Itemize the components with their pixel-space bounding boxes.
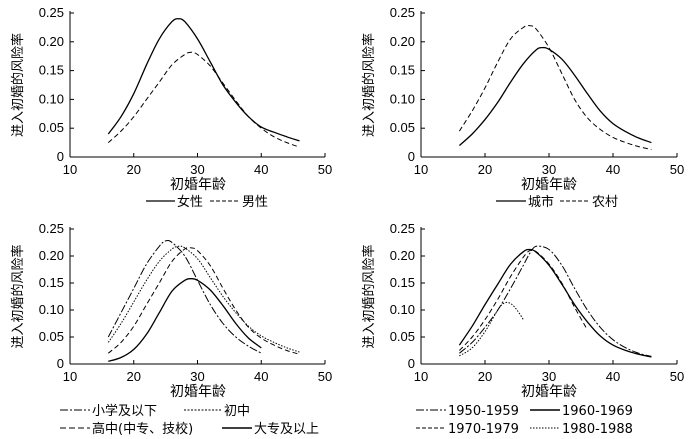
x-tick-label: 50 — [318, 162, 332, 177]
series-line-4 — [108, 278, 262, 362]
legend-label-1980: 1980-1988 — [562, 422, 633, 437]
legend-label-1960: 1960-1969 — [562, 404, 633, 419]
y-tick-label: 0.10 — [390, 91, 415, 106]
legend-panel-3: 小学及以下 初中 高中(中专、技校) 大专及以上 — [60, 403, 319, 437]
y-tick-label: 0.05 — [390, 329, 415, 344]
chart-panel-4: 0 0.05 0.10 0.15 0.20 0.25 10 20 30 40 50 初婚年龄 进入初婚的… — [361, 221, 684, 400]
y-tick-label: 0.10 — [39, 91, 64, 106]
x-tick-label: 50 — [318, 369, 332, 384]
y-axis-label: 进入初婚的风险率 — [361, 33, 377, 137]
chart-panel-1: 0 0.05 0.10 0.15 0.20 0.25 10 20 30 40 50 初婚年龄 进入初婚的… — [10, 5, 332, 193]
y-tick-label: 0.20 — [39, 248, 64, 263]
y-tick-label: 0.05 — [390, 120, 415, 135]
legend-label-primary: 小学及以下 — [92, 403, 157, 419]
x-tick-label: 30 — [542, 162, 556, 177]
x-axis-label: 初婚年龄 — [170, 176, 226, 193]
y-tick-label: 0.25 — [39, 5, 64, 20]
y-tick-label: 0 — [57, 149, 64, 164]
legend-panel-1: 女性 男性 — [146, 194, 268, 210]
chart-panel-3: 0 0.05 0.10 0.15 0.20 0.25 10 20 30 40 50 初婚年龄 进入初婚的… — [10, 221, 332, 400]
y-axis-label: 进入初婚的风险率 — [361, 244, 377, 348]
x-tick-label: 30 — [190, 369, 204, 384]
x-tick-label: 10 — [63, 369, 77, 384]
x-tick-label: 10 — [414, 369, 428, 384]
x-tick-label: 20 — [478, 162, 492, 177]
series-line-3 — [459, 249, 588, 351]
x-tick-label: 30 — [190, 162, 204, 177]
y-axis-label: 进入初婚的风险率 — [10, 33, 26, 137]
y-tick-label: 0.25 — [39, 221, 64, 236]
series-line-2 — [107, 245, 300, 353]
x-tick-label: 50 — [670, 162, 684, 177]
series-line-1 — [107, 239, 262, 354]
x-tick-label: 50 — [670, 369, 684, 384]
y-tick-label: 0.15 — [390, 275, 415, 290]
legend-label-junior: 初中 — [224, 404, 250, 419]
legend-panel-2: 城市 农村 — [496, 194, 618, 210]
series-line-2 — [458, 25, 652, 150]
legend-label-rural: 农村 — [592, 195, 618, 210]
x-tick-label: 10 — [63, 162, 77, 177]
series-line-4 — [459, 301, 524, 357]
y-tick-label: 0.20 — [390, 248, 415, 263]
x-axis-label: 初婚年龄 — [170, 383, 226, 400]
x-tick-label: 10 — [414, 162, 428, 177]
y-tick-label: 0.10 — [39, 302, 64, 317]
legend-label-1950: 1950-1959 — [448, 404, 519, 419]
y-tick-label: 0.15 — [39, 63, 64, 78]
series-line-2 — [458, 248, 652, 358]
y-tick-label: 0.15 — [390, 63, 415, 78]
y-tick-label: 0.10 — [390, 302, 415, 317]
x-axis-label: 初婚年龄 — [521, 383, 577, 400]
y-axis-label: 进入初婚的风险率 — [10, 244, 26, 348]
y-tick-label: 0.25 — [390, 221, 415, 236]
x-tick-label: 40 — [254, 369, 268, 384]
y-tick-label: 0.25 — [390, 5, 415, 20]
legend-label-1970: 1970-1979 — [448, 422, 519, 437]
series-line-3 — [107, 246, 300, 355]
x-tick-label: 20 — [478, 369, 492, 384]
y-tick-label: 0.20 — [390, 34, 415, 49]
legend-label-city: 城市 — [528, 194, 554, 210]
x-tick-label: 40 — [606, 369, 620, 384]
y-tick-label: 0.15 — [39, 275, 64, 290]
x-tick-label: 20 — [127, 162, 141, 177]
x-tick-label: 40 — [606, 162, 620, 177]
series-line-1 — [458, 46, 652, 146]
y-tick-label: 0.20 — [39, 34, 64, 49]
legend-label-college: 大专及以上 — [254, 422, 319, 437]
x-tick-label: 20 — [127, 369, 141, 384]
y-tick-label: 0 — [408, 356, 415, 371]
chart-panel-2: 0 0.05 0.10 0.15 0.20 0.25 10 20 30 40 50 初婚年龄 进入初婚的… — [361, 5, 684, 193]
series-line-1 — [107, 18, 300, 142]
y-tick-label: 0 — [57, 356, 64, 371]
series-line-1 — [459, 245, 652, 357]
legend-label-female: 女性 — [177, 194, 203, 210]
y-tick-label: 0 — [408, 149, 415, 164]
legend-label-senior: 高中(中专、技校) — [92, 421, 193, 437]
legend-panel-4: 1950-1959 1960-1969 1970-1979 1980-1988 — [416, 404, 633, 437]
series-line-2 — [107, 51, 300, 148]
x-axis-label: 初婚年龄 — [521, 176, 577, 193]
x-tick-label: 40 — [254, 162, 268, 177]
y-tick-label: 0.05 — [39, 329, 64, 344]
legend-label-male: 男性 — [242, 195, 268, 210]
x-tick-label: 30 — [542, 369, 556, 384]
y-tick-label: 0.05 — [39, 120, 64, 135]
